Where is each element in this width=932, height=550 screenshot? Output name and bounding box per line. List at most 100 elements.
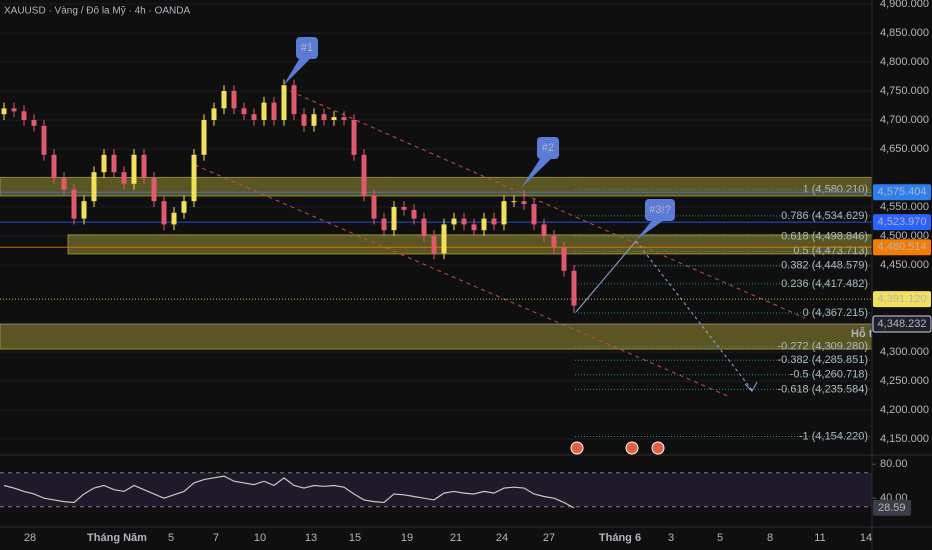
- channel-bottom: [194, 164, 731, 398]
- fib-label: 0.236 (4,417.482): [781, 278, 868, 290]
- rsi-tag-label: 28.59: [878, 502, 906, 514]
- candle-body: [301, 114, 307, 126]
- fib-label: 0.5 (4,473.713): [793, 245, 868, 257]
- x-tick-label: 28: [24, 532, 36, 544]
- fib-label: -0.272 (4,309.280): [777, 341, 868, 353]
- x-tick-label: 5: [168, 532, 174, 544]
- candle-body: [191, 154, 197, 202]
- rsi-band: [0, 472, 872, 507]
- candle-body: [331, 117, 337, 120]
- y-tick-label: 4,800.000: [880, 56, 929, 68]
- y-tick-label: 4,700.000: [880, 114, 929, 126]
- candle-body: [351, 119, 357, 155]
- candle-body: [171, 212, 177, 225]
- y-tick-label: 4,650.000: [880, 143, 929, 155]
- projection-up: [575, 240, 637, 313]
- candle-body: [51, 154, 57, 178]
- candle-body: [461, 218, 467, 225]
- price-tag-label: 4,391.120: [878, 293, 927, 305]
- event-icon[interactable]: [570, 441, 584, 455]
- candle-body: [271, 102, 277, 120]
- candle-body: [541, 224, 547, 236]
- fib-label: -0.618 (4,235.584): [777, 383, 868, 395]
- price-tag: [872, 315, 932, 333]
- channel-top: [282, 87, 806, 319]
- rsi-line: [3, 475, 575, 509]
- x-tick-label: 3: [668, 532, 674, 544]
- candle-body: [231, 91, 237, 109]
- fib-label: -0.382 (4,285.851): [777, 354, 868, 366]
- zone: [67, 234, 872, 255]
- price-tag-label: 4,348.232: [878, 318, 927, 330]
- y-tick-label: 4,850.000: [880, 27, 929, 39]
- candle-body: [501, 201, 507, 225]
- x-tick-label: 5: [717, 532, 723, 544]
- candle-body: [431, 235, 437, 254]
- event-icon[interactable]: [651, 441, 665, 455]
- candle-body: [491, 218, 497, 225]
- candle-body: [131, 154, 137, 184]
- candle-body: [571, 270, 577, 306]
- candle-body: [71, 189, 77, 219]
- x-tick-label: 7: [213, 532, 219, 544]
- candle-body: [141, 154, 147, 178]
- y-tick-label: 4,200.000: [880, 404, 929, 416]
- callout-pointer: [521, 156, 552, 188]
- fib: 1 (4,580.210) 0.786 (4,534.629) 0.618 (4,4…: [0, 183, 872, 442]
- candle-body: [121, 172, 127, 184]
- x-tick-label: 21: [450, 532, 462, 544]
- candles: [1, 79, 577, 314]
- candle-body: [101, 154, 107, 173]
- x-tick-label: Tháng 6: [599, 532, 641, 544]
- x-tick-label: 15: [349, 532, 361, 544]
- callout-pointer: [283, 56, 311, 86]
- y-tick-label: 4,300.000: [880, 346, 929, 358]
- candle-body: [31, 119, 37, 126]
- fib-label: 0.382 (4,448.579): [781, 260, 868, 272]
- annotations: #1 #2 #3!?: [283, 37, 675, 240]
- candle-body: [401, 206, 407, 210]
- price-axis: 4,900.000 4,850.000 4,800.000 4,750.000 4,70…: [872, 0, 932, 445]
- event-icon[interactable]: [625, 441, 639, 455]
- zone-label: Hỗ tr: [851, 327, 877, 340]
- candle-body: [341, 117, 347, 120]
- candle-body: [201, 119, 207, 155]
- y-tick-label: 4,900.000: [880, 0, 929, 10]
- price-tag: [873, 239, 931, 256]
- y-tick-label: 4,450.000: [880, 259, 929, 271]
- candle-body: [21, 111, 27, 120]
- callout: [537, 137, 559, 159]
- candle-body: [521, 201, 527, 205]
- price-tag: [873, 291, 931, 308]
- callout-label: #1: [301, 42, 313, 54]
- candle-body: [81, 201, 87, 219]
- callout-label: #3!?: [649, 204, 670, 216]
- y-tick-label: 4,150.000: [880, 433, 929, 445]
- candle-body: [511, 201, 517, 203]
- fib-label: -1 (4,154.220): [799, 430, 868, 442]
- zone: [0, 323, 872, 350]
- candle-body: [481, 218, 487, 231]
- x-tick-label: 27: [543, 532, 555, 544]
- zone: [0, 176, 872, 197]
- candle-body: [211, 108, 217, 120]
- y-tick-label: 4,250.000: [880, 375, 929, 387]
- candle-body: [381, 218, 387, 231]
- candle-body: [181, 201, 187, 213]
- fib-label: 0.786 (4,534.629): [781, 210, 868, 222]
- candle-body: [361, 154, 367, 196]
- candle-body: [161, 201, 167, 225]
- x-tick-label: 13: [305, 532, 317, 544]
- candle-body: [421, 218, 427, 236]
- time-axis: 28 Tháng Năm 5 7 10 13 15 19 21 24 27 Tháng 6 3 5 8 11 1…: [24, 532, 872, 544]
- x-tick-label: 24: [496, 532, 508, 544]
- y-tick-label: 4,500.000: [880, 230, 929, 242]
- x-tick-label: Tháng Năm: [87, 532, 147, 544]
- channel: [194, 87, 806, 398]
- price-tag-label: 4,480.514: [878, 241, 927, 253]
- candle-body: [251, 114, 257, 120]
